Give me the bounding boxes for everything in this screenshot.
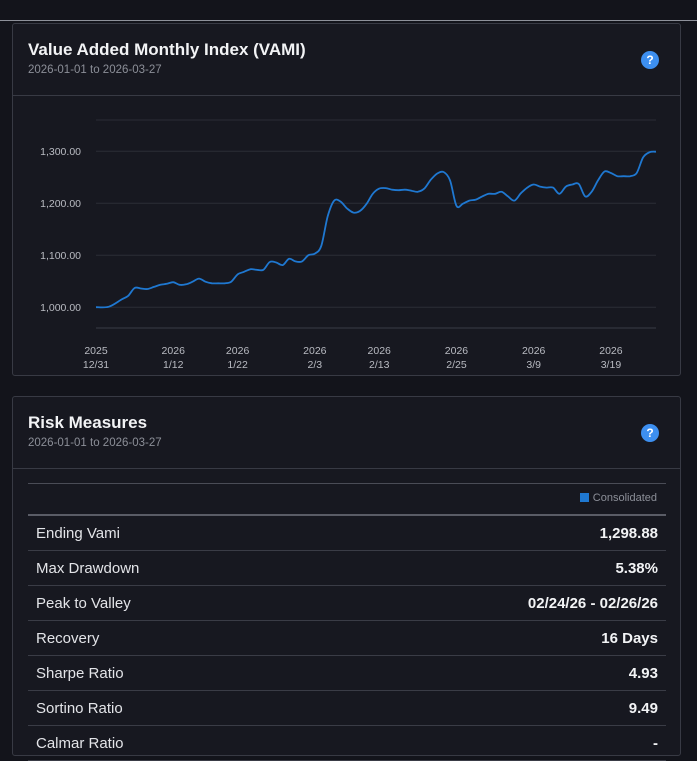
- x-tick-label: 2026: [226, 345, 250, 357]
- table-row: Ending Vami 1,298.88: [28, 516, 666, 551]
- vami-header: Value Added Monthly Index (VAMI) 2026-01…: [13, 24, 680, 96]
- table-header-divider: [28, 514, 666, 516]
- legend-label: Consolidated: [592, 492, 657, 504]
- top-divider: [0, 20, 697, 21]
- row-label: Max Drawdown: [28, 550, 313, 586]
- x-tick-label: 2/13: [369, 359, 390, 371]
- row-value: -: [312, 725, 666, 761]
- row-label: Recovery: [28, 620, 313, 656]
- row-value: 5.38%: [312, 550, 666, 586]
- row-label: Ending Vami: [28, 516, 313, 551]
- row-value: 16 Days: [312, 620, 666, 656]
- vami-title: Value Added Monthly Index (VAMI): [28, 40, 306, 59]
- legend-swatch: [579, 493, 589, 502]
- row-label: Calmar Ratio: [28, 725, 313, 761]
- row-label: Sortino Ratio: [28, 690, 313, 726]
- row-value: 9.49: [312, 690, 666, 726]
- table-row: Sharpe Ratio 4.93: [28, 655, 666, 691]
- x-tick-label: 12/31: [83, 359, 109, 371]
- table-row: Recovery 16 Days: [28, 620, 666, 656]
- risk-header: Risk Measures 2026-01-01 to 2026-03-27 ?: [13, 397, 680, 469]
- help-icon[interactable]: ?: [641, 424, 659, 442]
- x-tick-label: 2/3: [308, 359, 323, 371]
- y-tick-label: 1,100.00: [40, 250, 81, 262]
- help-icon[interactable]: ?: [641, 51, 659, 69]
- row-value: 1,298.88: [312, 516, 666, 551]
- table-top-border: [28, 483, 666, 484]
- x-tick-label: 3/9: [526, 359, 541, 371]
- table-row: Max Drawdown 5.38%: [28, 550, 666, 586]
- risk-title: Risk Measures: [28, 413, 148, 432]
- x-tick-label: 2026: [368, 345, 392, 357]
- row-label: Peak to Valley: [28, 585, 313, 621]
- table-row: Sortino Ratio 9.49: [28, 690, 666, 726]
- table-row: Peak to Valley 02/24/26 - 02/26/26: [28, 585, 666, 621]
- risk-table: Ending Vami 1,298.88 Max Drawdown 5.38% Pe…: [28, 516, 666, 761]
- row-value: 02/24/26 - 02/26/26: [312, 585, 666, 621]
- y-tick-label: 1,300.00: [40, 146, 81, 158]
- y-tick-label: 1,200.00: [40, 198, 81, 210]
- row-value: 4.93: [312, 655, 666, 691]
- x-tick-label: 2025: [84, 345, 108, 357]
- x-tick-label: 2026: [162, 345, 186, 357]
- x-tick-label: 2026: [522, 345, 546, 357]
- x-tick-label: 2026: [303, 345, 327, 357]
- table-row: Calmar Ratio -: [28, 725, 666, 761]
- vami-card: Value Added Monthly Index (VAMI) 2026-01…: [12, 23, 681, 376]
- x-tick-label: 2026: [445, 345, 469, 357]
- legend: Consolidated: [579, 492, 657, 504]
- vami-chart: 1,000.00 1,100.00 1,200.00 1,300.00 2025 12/3…: [40, 119, 657, 371]
- vami-date-range: 2026-01-01 to 2026-03-27: [28, 64, 162, 76]
- vami-series-line: [95, 150, 657, 309]
- x-tick-label: 1/22: [227, 359, 248, 371]
- row-label: Sharpe Ratio: [28, 655, 313, 691]
- risk-measures-card: Risk Measures 2026-01-01 to 2026-03-27 ?…: [12, 396, 681, 761]
- x-tick-label: 2/25: [446, 359, 467, 371]
- x-tick-label: 3/19: [601, 359, 622, 371]
- x-tick-label: 2026: [599, 345, 623, 357]
- risk-date-range: 2026-01-01 to 2026-03-27: [28, 437, 162, 449]
- y-tick-label: 1,000.00: [40, 302, 81, 314]
- x-tick-label: 1/12: [163, 359, 184, 371]
